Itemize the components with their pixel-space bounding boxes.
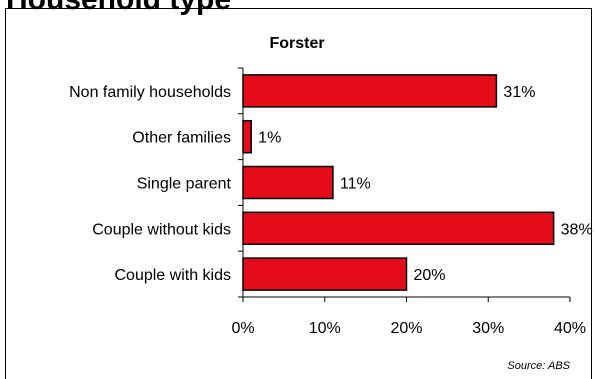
category-label: Couple without kids bbox=[92, 221, 231, 238]
chart-title: Forster bbox=[269, 35, 324, 52]
category-label: Non family households bbox=[69, 84, 231, 101]
data-label: 31% bbox=[503, 84, 535, 101]
bar bbox=[242, 119, 252, 154]
category-label: Single parent bbox=[137, 176, 232, 193]
data-label: 38% bbox=[561, 221, 593, 238]
source-note: Source: ABS bbox=[507, 360, 570, 372]
bar bbox=[242, 211, 555, 246]
x-tick-label: 0% bbox=[231, 320, 254, 337]
bar bbox=[242, 257, 408, 291]
x-tick-label: 10% bbox=[309, 320, 341, 337]
x-tick-label: 30% bbox=[472, 320, 504, 337]
category-label: Couple with kids bbox=[115, 267, 232, 284]
category-label: Other families bbox=[132, 130, 231, 147]
data-label: 11% bbox=[340, 176, 371, 193]
x-tick-label: 40% bbox=[554, 320, 586, 337]
x-tick-label: 20% bbox=[390, 320, 422, 337]
bar bbox=[242, 74, 498, 108]
data-label: 1% bbox=[258, 130, 281, 147]
bar bbox=[242, 165, 334, 200]
chart-frame bbox=[5, 8, 592, 379]
data-label: 20% bbox=[414, 267, 446, 284]
